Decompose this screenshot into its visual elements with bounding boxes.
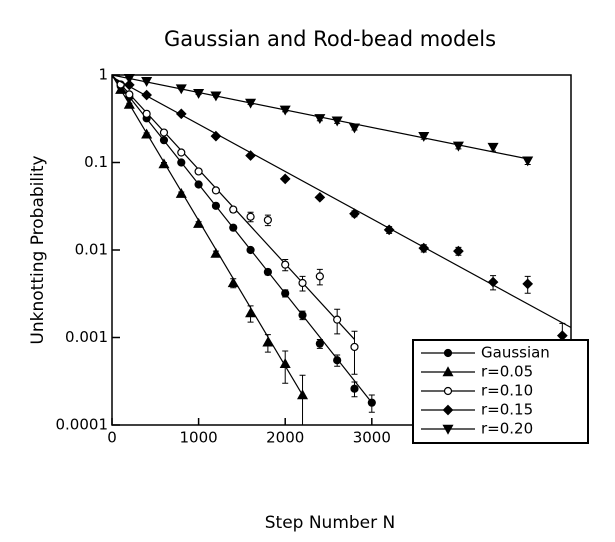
marker bbox=[333, 356, 342, 365]
marker bbox=[193, 88, 205, 99]
legend-marker bbox=[442, 366, 454, 377]
marker bbox=[297, 389, 309, 400]
x-tick-label: 3000 bbox=[353, 429, 391, 447]
marker bbox=[141, 76, 153, 87]
marker bbox=[158, 158, 170, 169]
marker bbox=[123, 73, 135, 84]
marker bbox=[314, 114, 326, 125]
marker bbox=[349, 208, 360, 220]
marker bbox=[125, 90, 134, 99]
marker bbox=[487, 142, 499, 153]
marker bbox=[141, 128, 153, 139]
marker bbox=[262, 336, 274, 347]
y-tick-label: 0.001 bbox=[65, 328, 108, 346]
chart-title: Gaussian and Rod-bead models bbox=[164, 27, 496, 51]
legend-marker bbox=[442, 424, 454, 435]
y-tick-label: 0.1 bbox=[84, 153, 108, 171]
marker bbox=[281, 289, 290, 298]
marker bbox=[210, 130, 222, 142]
marker bbox=[298, 278, 307, 288]
marker bbox=[383, 224, 395, 236]
fit-line bbox=[111, 74, 304, 396]
marker bbox=[263, 215, 272, 225]
x-tick-label: 2000 bbox=[266, 429, 304, 447]
marker bbox=[210, 91, 222, 102]
error-bar bbox=[351, 330, 358, 375]
marker bbox=[350, 342, 359, 352]
marker bbox=[115, 83, 127, 94]
marker bbox=[298, 311, 307, 320]
marker bbox=[367, 398, 376, 407]
legend-label: r=0.10 bbox=[481, 382, 533, 400]
y-axis-label: Unknotting Probability bbox=[28, 155, 48, 344]
marker bbox=[210, 247, 222, 258]
error-bar bbox=[299, 374, 306, 426]
marker bbox=[227, 277, 239, 288]
x-tick-label: 0 bbox=[107, 429, 117, 447]
legend-label: r=0.20 bbox=[481, 420, 533, 438]
marker bbox=[175, 84, 187, 95]
marker bbox=[229, 205, 238, 214]
marker bbox=[246, 212, 255, 221]
marker bbox=[211, 201, 221, 210]
marker bbox=[194, 167, 203, 176]
marker bbox=[279, 358, 291, 369]
marker bbox=[314, 191, 326, 203]
marker bbox=[418, 242, 430, 254]
marker bbox=[246, 245, 255, 255]
legend-label: r=0.15 bbox=[481, 401, 533, 419]
marker bbox=[487, 276, 499, 288]
marker bbox=[315, 272, 324, 281]
marker bbox=[279, 173, 291, 185]
y-tick-label: 1 bbox=[98, 66, 108, 84]
x-tick-label: 1000 bbox=[180, 429, 218, 447]
marker bbox=[452, 141, 464, 152]
marker bbox=[194, 180, 203, 189]
marker bbox=[245, 307, 257, 318]
marker bbox=[159, 128, 169, 137]
legend-label: r=0.05 bbox=[481, 363, 533, 381]
fit-line bbox=[111, 74, 373, 404]
marker bbox=[453, 245, 464, 257]
marker bbox=[142, 109, 151, 118]
legend-label: Gaussian bbox=[481, 344, 550, 362]
marker bbox=[350, 384, 359, 393]
marker bbox=[333, 315, 342, 324]
legend-marker bbox=[442, 404, 454, 416]
marker bbox=[348, 123, 361, 134]
marker bbox=[279, 105, 291, 116]
marker bbox=[229, 223, 238, 232]
marker bbox=[175, 187, 187, 198]
marker bbox=[193, 217, 205, 228]
marker bbox=[123, 79, 135, 91]
marker bbox=[177, 158, 186, 167]
marker bbox=[211, 186, 221, 195]
marker bbox=[245, 150, 256, 161]
marker bbox=[281, 260, 290, 269]
marker bbox=[522, 156, 534, 167]
x-axis-label: Step Number N bbox=[265, 513, 396, 533]
y-tick-label: 0.0001 bbox=[56, 416, 109, 434]
marker bbox=[263, 267, 272, 277]
marker bbox=[141, 89, 152, 101]
marker bbox=[159, 136, 169, 145]
legend-marker bbox=[443, 348, 453, 358]
marker bbox=[177, 148, 186, 157]
marker bbox=[245, 98, 257, 109]
marker bbox=[418, 131, 430, 142]
marker bbox=[331, 116, 343, 127]
marker bbox=[175, 108, 187, 120]
marker bbox=[315, 339, 324, 348]
y-tick-label: 0.01 bbox=[75, 241, 108, 259]
marker bbox=[522, 278, 534, 290]
marker bbox=[123, 98, 135, 109]
legend-marker bbox=[443, 386, 453, 396]
